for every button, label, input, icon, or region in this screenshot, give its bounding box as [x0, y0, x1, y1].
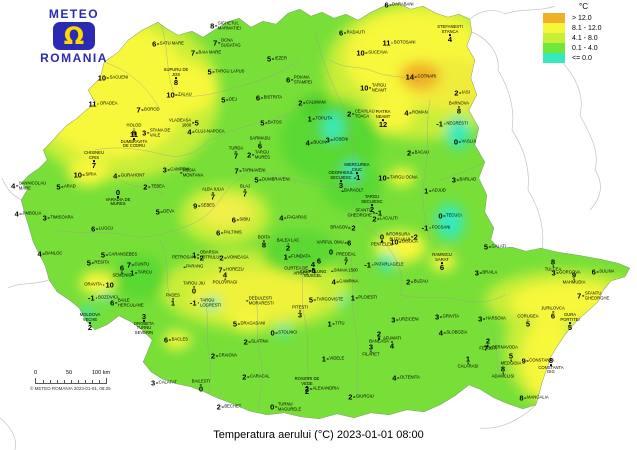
legend-row: <= 0.0 [543, 53, 602, 63]
scale-tick-100: 100 km [92, 370, 111, 376]
legend-swatch [543, 43, 565, 53]
legend-swatch [543, 23, 565, 33]
scale-tick-50: 50 [66, 370, 73, 376]
legend-row: > 12.0 [543, 13, 602, 23]
legend-swatch [543, 53, 565, 63]
legend-title: °C [579, 2, 588, 11]
logo-text-romania: ROMANIA [40, 51, 108, 65]
legend-label: 4.1 - 8.0 [572, 34, 598, 42]
scale-tick-labels: 0 50 100 km [30, 370, 120, 378]
meteo-emblem-icon: Ω [53, 22, 95, 50]
county-borders [54, 21, 506, 411]
copyright-text: © METEO ROMANIA 2023-01-01, 08:25 [30, 386, 111, 391]
map-caption: Temperatura aerului (°C) 2023-01-01 08:0… [213, 429, 424, 441]
legend-row: 0.1 - 4.0 [543, 43, 602, 53]
scale-tick-0: 0 [34, 370, 38, 376]
legend-row: 8.1 - 12.0 [543, 23, 602, 33]
legend-label: <= 0.0 [572, 54, 592, 62]
map-scale-bar: 0 50 100 km © METEO ROMANIA 2023-01-01, … [30, 370, 120, 391]
legend-rows: > 12.0 8.1 - 12.0 4.1 - 8.0 0.1 - 4.0 <= 0.0 [543, 13, 602, 63]
neighbor-borders [0, 5, 601, 450]
legend-label: > 12.0 [572, 14, 592, 22]
scale-bar-ruler [35, 378, 107, 384]
logo-text-meteo: METEO [48, 7, 100, 21]
legend-label: 0.1 - 4.0 [572, 44, 598, 52]
legend-swatch [543, 13, 565, 23]
meteo-romania-logo: METEO Ω ROMANIA [28, 8, 120, 64]
legend-label: 8.1 - 12.0 [572, 24, 602, 32]
legend-row: 4.1 - 8.0 [543, 33, 602, 43]
legend-swatch [543, 33, 565, 43]
